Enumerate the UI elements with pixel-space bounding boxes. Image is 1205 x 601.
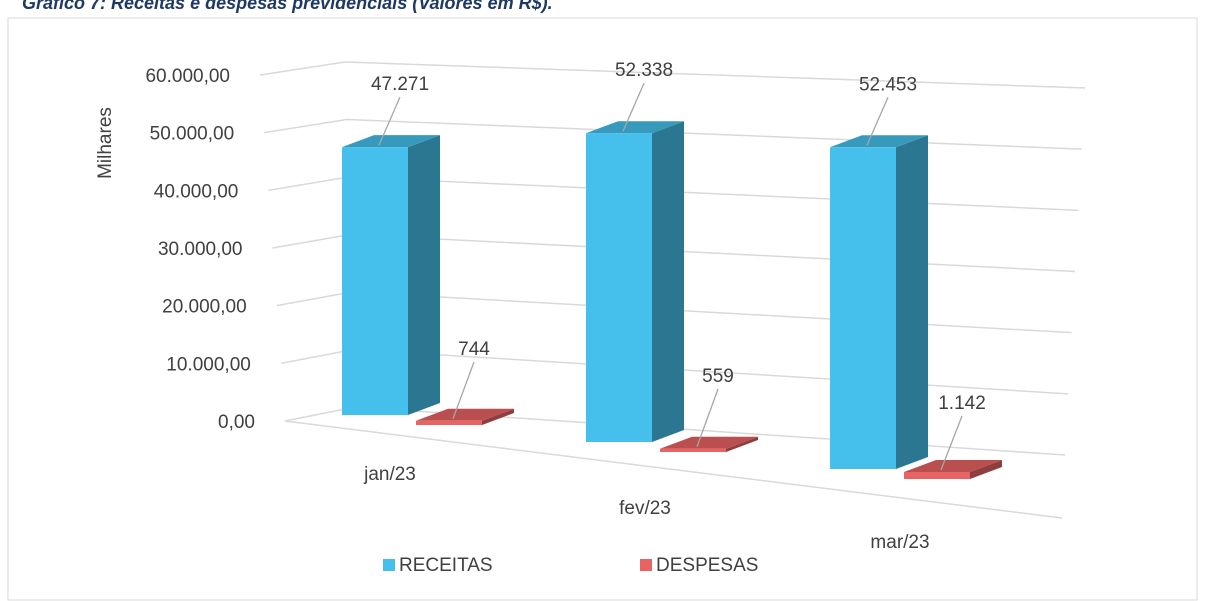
leader-line [378, 96, 401, 146]
legend-swatch [640, 559, 652, 571]
y-tick-label: 0,00 [218, 412, 255, 433]
bar-receitas-top [586, 121, 684, 134]
y-tick-label: 50.000,00 [150, 124, 235, 145]
leader-line [866, 97, 889, 146]
data-label: 47.271 [371, 74, 429, 95]
bar-despesas-top [416, 408, 514, 421]
bar-despesas [660, 448, 726, 452]
data-label: 559 [702, 366, 734, 387]
bar-receitas-top [830, 135, 928, 148]
bar-despesas [416, 420, 482, 425]
bar-despesas-top [904, 459, 1002, 472]
y-axis-label: Milhares [95, 107, 116, 179]
bar-receitas-top [342, 135, 440, 148]
data-label: 744 [458, 339, 490, 360]
data-label: 52.338 [615, 60, 673, 81]
y-tick-label: 40.000,00 [154, 181, 239, 202]
x-tick-label: mar/23 [870, 532, 929, 553]
x-tick-label: fev/23 [619, 498, 671, 519]
grid-line [264, 118, 1082, 150]
leader-line [452, 361, 475, 420]
bar-receitas [830, 147, 896, 469]
y-tick-label: 30.000,00 [158, 239, 243, 260]
bar-despesas-side [970, 459, 1002, 479]
leader-line [696, 388, 719, 447]
bar-despesas [904, 471, 970, 479]
bar-despesas-top [660, 436, 758, 449]
bar-receitas-side [408, 135, 440, 416]
chart-title: Gráfico 7: Receitas e despesas previdenc… [22, 0, 553, 13]
y-tick-label: 10.000,00 [166, 354, 251, 375]
data-label: 52.453 [859, 74, 917, 95]
grid-line [259, 61, 1086, 89]
bar-despesas-side [726, 436, 758, 452]
bar-receitas [342, 147, 408, 416]
x-tick-label: jan/23 [363, 464, 416, 485]
bar-receitas-side [896, 135, 928, 469]
legend-swatch [383, 559, 395, 571]
bar-receitas-side [652, 121, 684, 442]
y-tick-label: 20.000,00 [162, 297, 247, 318]
leader-line [622, 82, 645, 132]
bar-despesas-side [482, 408, 514, 425]
floor-edge [284, 420, 1063, 519]
data-label: 1.142 [938, 393, 986, 414]
legend-label: DESPESAS [656, 555, 758, 576]
legend-label: RECEITAS [399, 555, 493, 576]
y-tick-label: 60.000,00 [145, 66, 230, 87]
bar-receitas [586, 133, 652, 442]
leader-line [940, 415, 963, 471]
